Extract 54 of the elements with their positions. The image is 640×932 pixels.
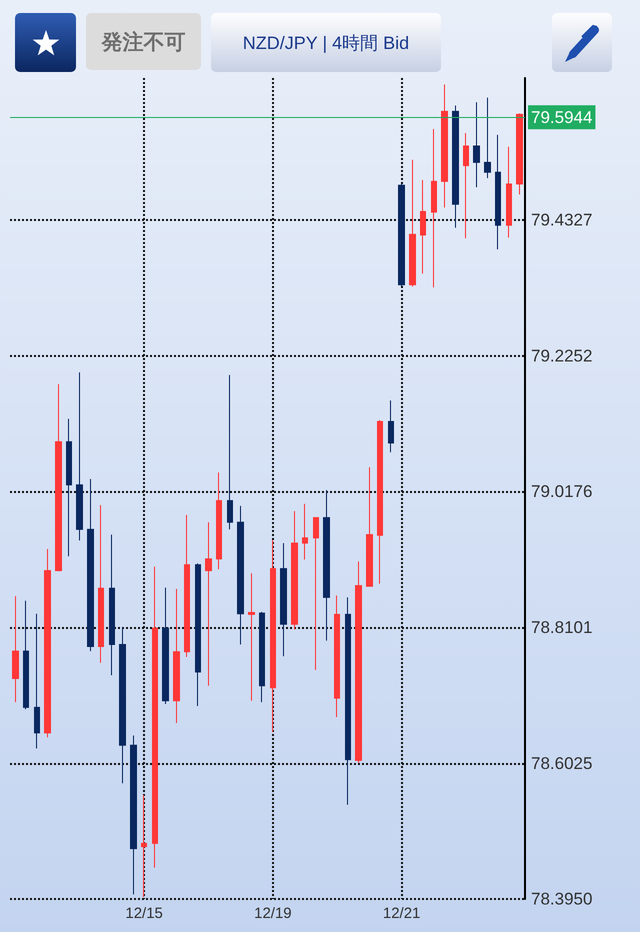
candlestick <box>259 611 265 703</box>
candlestick <box>366 466 373 587</box>
x-tick-label: 12/21 <box>382 905 420 922</box>
candlestick <box>323 490 330 642</box>
candlestick <box>23 600 29 710</box>
y-tick-label: 79.2252 <box>531 346 592 366</box>
candlestick <box>345 596 351 806</box>
y-tick-label: 78.3950 <box>531 890 592 908</box>
candlestick <box>355 560 362 764</box>
candlestick <box>76 372 83 542</box>
candlestick <box>66 418 72 557</box>
candlestick <box>431 128 437 288</box>
candlestick <box>280 542 287 657</box>
candlestick <box>227 374 233 530</box>
candlestick <box>55 384 62 572</box>
candlestick <box>495 134 501 250</box>
candlestick <box>377 420 383 584</box>
candlestick <box>313 517 319 671</box>
candlestick <box>270 539 276 733</box>
candlestick <box>98 504 104 664</box>
x-tick-label: 12/15 <box>125 905 163 922</box>
candlestick <box>195 562 201 707</box>
candlestick <box>87 478 94 652</box>
candlestick <box>388 400 394 453</box>
candlestick <box>162 587 169 705</box>
candlestick <box>516 112 523 195</box>
candlestick <box>152 566 158 868</box>
candlestick <box>216 472 222 570</box>
candlestick <box>237 505 244 646</box>
candlestick <box>119 627 126 784</box>
candlestick <box>302 503 308 560</box>
candlestick <box>463 132 469 239</box>
candlestick <box>420 180 426 274</box>
symbol-button: NZD/JPY | 4時間 Bid <box>211 13 441 72</box>
candlestick <box>109 534 115 676</box>
chart-title: NZD/JPY | 4時間 Bid <box>242 32 410 54</box>
order-button: 発注不可 <box>86 13 201 70</box>
x-tick-label: 12/19 <box>254 905 292 922</box>
candlestick <box>398 183 405 287</box>
y-tick-label: 78.6025 <box>531 754 592 773</box>
candlestick <box>484 97 491 179</box>
ref-line-label: 79.5944 <box>531 108 592 127</box>
candlestick <box>473 102 480 188</box>
candlestick <box>34 613 40 750</box>
y-tick-label: 79.0176 <box>531 482 592 502</box>
candlestick <box>184 514 190 658</box>
y-tick-label: 78.8101 <box>531 618 592 637</box>
candlestick <box>506 146 512 238</box>
candlestick <box>334 594 340 718</box>
candlestick <box>409 159 416 288</box>
y-tick-label: 79.4327 <box>531 210 592 230</box>
candlestick <box>141 794 147 898</box>
candlestick <box>452 104 459 228</box>
candlestick <box>130 734 137 895</box>
